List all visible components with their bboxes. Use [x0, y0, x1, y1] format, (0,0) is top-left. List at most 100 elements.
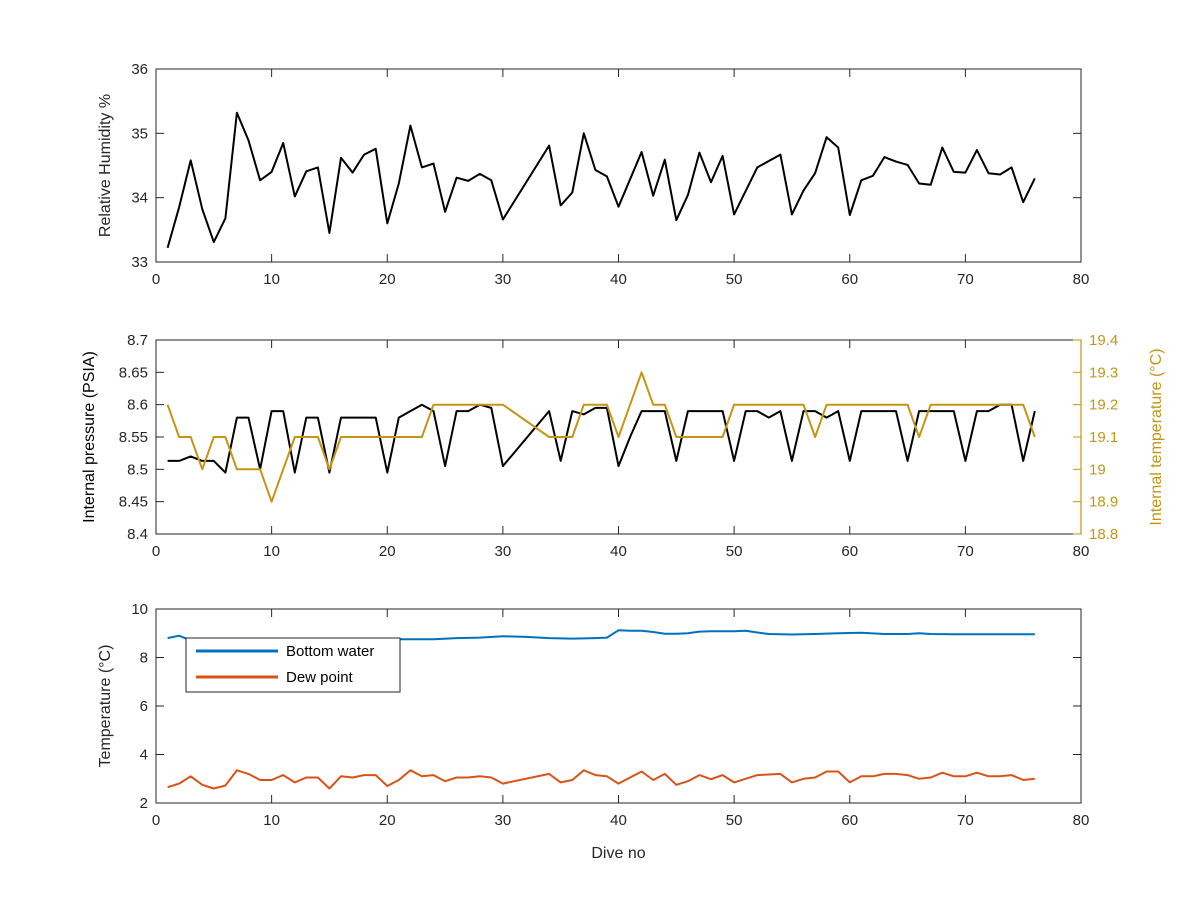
dew-point-point	[571, 779, 573, 781]
dew-point-point	[849, 781, 851, 783]
pressure-series-0-point	[652, 410, 654, 412]
bottom-water-point	[883, 633, 885, 635]
pressure-series-1-point	[814, 436, 816, 438]
bottom-water-point	[167, 637, 169, 639]
legend-label-bottom-water: Bottom water	[286, 643, 374, 660]
humidity-x-tick-label: 40	[610, 271, 627, 288]
pressure-series-0-point	[398, 417, 400, 419]
bottom-water-point	[525, 636, 527, 638]
temperature-y-tick-label: 10	[131, 601, 148, 618]
humidity-series-0-point	[340, 157, 342, 159]
internal-temperature-y-tick-label: 19.2	[1089, 397, 1118, 414]
pressure-series-1-point	[860, 404, 862, 406]
temperature-y-tick-label: 2	[140, 795, 148, 812]
bottom-water-point	[768, 633, 770, 635]
pressure-series-1-point	[664, 404, 666, 406]
dew-point-point	[490, 777, 492, 779]
humidity-series-0-point	[352, 172, 354, 174]
pressure-series-1-point	[988, 404, 990, 406]
dew-point-point	[271, 779, 273, 781]
pressure-series-1-point	[803, 404, 805, 406]
humidity-series-0-point	[675, 219, 677, 221]
pressure-series-0-point	[583, 413, 585, 415]
pressure-x-tick-label: 60	[841, 543, 858, 560]
dew-point-point	[409, 769, 411, 771]
humidity-series-0-point	[918, 183, 920, 185]
dew-point-point	[201, 784, 203, 786]
pressure-x-tick-label: 80	[1073, 543, 1090, 560]
humidity-series-0-point	[560, 204, 562, 206]
dew-point-point	[826, 771, 828, 773]
humidity-series-0-point	[618, 206, 620, 208]
bottom-water-point	[456, 637, 458, 639]
temperature-y-axis: 2 4 6 8 10	[131, 601, 1081, 812]
dew-point-point	[467, 777, 469, 779]
pressure-series-0-point	[733, 460, 735, 462]
humidity-series-0-point	[248, 139, 250, 141]
bottom-water-point	[837, 632, 839, 634]
humidity-series-0-point	[490, 179, 492, 181]
internal-temperature-y-tick-label: 18.9	[1089, 494, 1118, 511]
pressure-series-0-point	[675, 460, 677, 462]
bottom-water-point	[675, 633, 677, 635]
pressure-series-0-point	[560, 460, 562, 462]
pressure-series-1-point	[941, 404, 943, 406]
pressure-series-0-point	[1022, 460, 1024, 462]
pressure-series-0-point	[895, 410, 897, 412]
temperature-y-tick-label: 8	[140, 650, 148, 667]
pressure-series-1-point	[768, 404, 770, 406]
temperature-x-axis: 0 10 20 30 40 50 60 70 80	[152, 609, 1089, 829]
pressure-series-1-point	[618, 436, 620, 438]
pressure-series-0-point	[213, 460, 215, 462]
bottom-water-point	[571, 638, 573, 640]
dew-point-point	[294, 781, 296, 783]
bottom-water-point	[629, 630, 631, 632]
pressure-series-0-point	[433, 410, 435, 412]
pressure-series-1-point	[421, 436, 423, 438]
pressure-series-1-point	[652, 404, 654, 406]
dew-point-point	[213, 788, 215, 790]
pressure-series-0-point	[803, 410, 805, 412]
bottom-water-point	[641, 630, 643, 632]
humidity-series-0-point	[479, 173, 481, 175]
humidity-series-0-point	[791, 213, 793, 215]
bottom-water-point	[918, 632, 920, 634]
bottom-water-point	[433, 638, 435, 640]
pressure-series-0-point	[456, 410, 458, 412]
pressure-series-0-point	[386, 472, 388, 474]
dew-point-point	[883, 773, 885, 775]
pressure-series-0-point	[629, 436, 631, 438]
dew-point-point	[328, 788, 330, 790]
pressure-series-0-point	[340, 417, 342, 419]
pressure-series-0-point	[352, 417, 354, 419]
pressure-series-1-point	[930, 404, 932, 406]
pressure-series-0-point	[814, 410, 816, 412]
humidity-y-tick-label: 35	[131, 125, 148, 142]
humidity-series-0-point	[849, 214, 851, 216]
legend-box	[185, 637, 401, 693]
dew-point-point	[618, 783, 620, 785]
humidity-series-0-point	[641, 151, 643, 153]
pressure-x-tick-label: 10	[263, 543, 280, 560]
pressure-series-0-point	[248, 417, 250, 419]
pressure-series-1-point	[571, 436, 573, 438]
pressure-x-tick-label: 40	[610, 543, 627, 560]
humidity-x-tick-label: 70	[957, 271, 974, 288]
dew-point-point	[178, 783, 180, 785]
pressure-series-1-point	[190, 436, 192, 438]
humidity-series-0-point	[294, 195, 296, 197]
pressure-series-1-point	[213, 436, 215, 438]
pressure-y-tick-label: 8.6	[127, 397, 148, 414]
dew-point-point	[791, 781, 793, 783]
bottom-water-point	[652, 631, 654, 633]
pressure-series-0-point	[964, 460, 966, 462]
pressure-series-0-point	[698, 410, 700, 412]
pressure-x-axis: 0 10 20 30 40 50 60 70 80	[152, 340, 1090, 560]
bottom-water-point	[664, 633, 666, 635]
pressure-series-0-point	[826, 417, 828, 419]
humidity-series-0-point	[664, 159, 666, 161]
dew-point-point	[941, 772, 943, 774]
humidity-series-0-point	[467, 180, 469, 182]
pressure-series-0-point	[837, 410, 839, 412]
dew-point-point	[999, 775, 1001, 777]
